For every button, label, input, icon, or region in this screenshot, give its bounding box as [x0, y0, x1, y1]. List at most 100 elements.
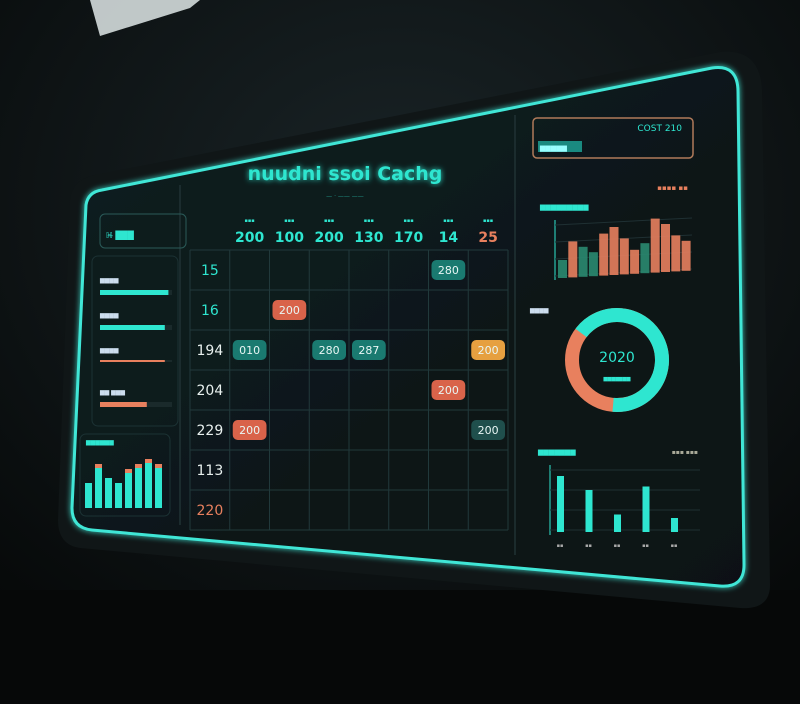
cell-pill[interactable]	[352, 340, 386, 360]
cell-pill-value: 280	[438, 264, 459, 277]
bottom-chart-label: ▆▆▆▆▆▆▆	[537, 448, 576, 456]
bar	[585, 490, 593, 532]
meter-fill	[100, 360, 165, 362]
column-header[interactable]: 25	[478, 230, 497, 246]
donut-value: 2020	[599, 350, 635, 366]
cell-pill[interactable]	[431, 380, 466, 400]
x-tick-label: ▪▪	[614, 543, 621, 549]
cell-pill-value: 200	[239, 424, 260, 437]
row-header[interactable]: 194	[197, 343, 224, 359]
column-header[interactable]: 130	[354, 230, 383, 246]
bar-chart-label: ▆▆▆▆▆▆▆▆▆	[539, 203, 589, 211]
cost-card[interactable]	[532, 117, 694, 159]
column-header[interactable]: 200	[315, 230, 344, 246]
summary-card[interactable]	[99, 213, 187, 249]
column-header[interactable]: 170	[394, 230, 423, 246]
x-tick-label: ▪▪	[557, 543, 564, 549]
cell-pill[interactable]	[431, 260, 466, 280]
mini-chart-bar-cap	[95, 464, 102, 468]
bar	[599, 233, 609, 276]
cell-pill[interactable]	[471, 340, 505, 360]
cost-badge	[538, 141, 582, 152]
mini-chart-bar	[105, 478, 112, 508]
gridline	[554, 217, 693, 226]
mini-chart-bar-cap	[135, 464, 142, 468]
mini-chart-bar	[125, 473, 132, 508]
mini-chart-bar-cap	[155, 464, 162, 468]
meter-fill	[100, 290, 169, 295]
meter-label: ▆▆▆▆	[99, 347, 119, 354]
column-header[interactable]: 100	[275, 230, 304, 246]
cost-value: COST 210	[637, 124, 682, 134]
bar	[671, 518, 678, 532]
column-header-caption: ▪▪▪	[404, 218, 414, 224]
meter-label: ▆▆▆▆	[99, 277, 119, 284]
mini-chart-bar	[115, 483, 122, 508]
row-header[interactable]: 113	[197, 463, 224, 479]
schedule-grid: ▪▪▪ 200 ▪▪▪ 100 ▪▪▪ 200 ▪▪▪ 130 ▪▪▪ 170 ▪▪▪ 14 ▪▪▪ 25…	[189, 218, 509, 531]
meter-fill	[100, 402, 147, 407]
mini-chart-bar	[95, 468, 102, 508]
bar	[609, 227, 619, 275]
cell-pill[interactable]	[312, 340, 346, 360]
cell-pill-value: 010	[239, 344, 260, 357]
column-header-caption: ▪▪▪	[443, 218, 453, 224]
x-tick-label: ▪▪	[671, 543, 678, 549]
bar	[642, 486, 650, 532]
bar	[588, 252, 598, 277]
x-tick-label: ▪▪	[642, 543, 649, 549]
column-header-caption: ▪▪▪	[364, 218, 374, 224]
bar-chart-legend: ▪▪▪▪ ▪▪	[657, 184, 688, 192]
summary-card-label: ℍ̶ ███	[106, 230, 135, 240]
bar	[578, 246, 588, 277]
mini-chart-bar	[155, 468, 162, 508]
mini-chart-bar	[85, 483, 92, 508]
row-header[interactable]: 15	[201, 263, 219, 279]
cell-pill-value: 200	[279, 304, 300, 317]
mini-chart-bar	[145, 463, 152, 508]
ceiling-light	[90, 0, 200, 36]
donut-caption: ▆▆▆▆▆▆▆	[603, 376, 631, 382]
bar	[558, 260, 567, 278]
left-panel: ℍ̶ ███ ▆▆▆▆ ▆▆▆▆ ▆▆▆▆ ▆▆ ▆▆▆ ▆▆▆▆▆▆	[79, 213, 187, 517]
bar	[568, 241, 578, 278]
cell-pill-value: 200	[478, 424, 499, 437]
bar	[640, 243, 650, 274]
bar	[671, 235, 681, 272]
mini-chart-card	[79, 433, 171, 517]
donut-label: ▆▆▆▆	[529, 307, 549, 314]
cell-pill[interactable]	[232, 420, 267, 440]
cell-pill-value: 287	[358, 344, 379, 357]
meter-label: ▆▆▆▆	[99, 312, 119, 319]
meters-card	[91, 255, 179, 427]
column-header-caption: ▪▪▪	[483, 218, 493, 224]
row-header[interactable]: 204	[197, 383, 224, 399]
cell-pill-value: 280	[319, 344, 340, 357]
column-header[interactable]: 14	[439, 230, 459, 246]
mini-chart-label: ▆▆▆▆▆▆	[85, 439, 114, 446]
cell-pill[interactable]	[272, 300, 307, 320]
donut-segment-primary	[565, 308, 669, 412]
x-tick-label: ▪▪	[585, 543, 592, 549]
bar	[619, 238, 629, 275]
row-header[interactable]: 16	[201, 303, 219, 319]
column-header[interactable]: 200	[235, 230, 264, 246]
bar	[661, 224, 670, 272]
floor	[0, 590, 800, 700]
column-header-caption: ▪▪▪	[324, 218, 334, 224]
bar	[681, 240, 691, 271]
bar	[650, 218, 660, 273]
bar	[614, 514, 621, 532]
mini-chart-bar	[135, 468, 142, 508]
row-header[interactable]: 220	[197, 503, 224, 519]
bottom-chart-legend: ▪▪▪ ▪▪▪	[672, 449, 698, 456]
screen-frame	[70, 66, 746, 588]
page-title: nuudni ssoi Cachg	[248, 163, 443, 185]
cell-pill-value: 200	[438, 384, 459, 397]
row-header[interactable]: 229	[197, 423, 224, 439]
bar	[557, 476, 564, 532]
cell-pill[interactable]	[471, 420, 505, 440]
cell-pill[interactable]	[232, 340, 267, 360]
